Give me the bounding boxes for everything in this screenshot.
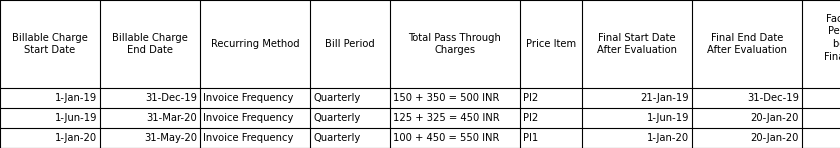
Text: PI2: PI2 bbox=[523, 113, 538, 123]
Text: 31-Dec-19: 31-Dec-19 bbox=[145, 93, 197, 103]
Text: Invoice Frequency: Invoice Frequency bbox=[203, 113, 293, 123]
Text: Invoice Frequency: Invoice Frequency bbox=[203, 133, 293, 143]
Text: 20-Jan-20: 20-Jan-20 bbox=[751, 133, 799, 143]
Text: 1-Jan-20: 1-Jan-20 bbox=[55, 133, 97, 143]
Text: 100 + 450 = 550 INR: 100 + 450 = 550 INR bbox=[393, 133, 499, 143]
Text: Quarterly: Quarterly bbox=[313, 113, 360, 123]
Text: Quarterly: Quarterly bbox=[313, 133, 360, 143]
Text: Final End Date
After Evaluation: Final End Date After Evaluation bbox=[707, 33, 787, 55]
Text: 1-Jun-19: 1-Jun-19 bbox=[55, 113, 97, 123]
Text: 31-May-20: 31-May-20 bbox=[144, 133, 197, 143]
Text: 125 + 325 = 450 INR: 125 + 325 = 450 INR bbox=[393, 113, 500, 123]
Text: Total Pass Through
Charges: Total Pass Through Charges bbox=[408, 33, 501, 55]
Text: 20-Jan-20: 20-Jan-20 bbox=[751, 113, 799, 123]
Text: 150 + 350 = 500 INR: 150 + 350 = 500 INR bbox=[393, 93, 499, 103]
Text: 1-Jun-19: 1-Jun-19 bbox=[647, 113, 689, 123]
Text: Final Start Date
After Evaluation: Final Start Date After Evaluation bbox=[597, 33, 677, 55]
Text: Recurring Method: Recurring Method bbox=[211, 39, 299, 49]
Text: Price Item: Price Item bbox=[526, 39, 576, 49]
Text: PI1: PI1 bbox=[523, 133, 538, 143]
Text: Quarterly: Quarterly bbox=[313, 93, 360, 103]
Text: 21-Jan-19: 21-Jan-19 bbox=[640, 93, 689, 103]
Text: Factor (Number of
Periodic Intervals
between which
Final Start and End
Dates Fal: Factor (Number of Periodic Intervals bet… bbox=[824, 13, 840, 75]
Text: Billable Charge
End Date: Billable Charge End Date bbox=[112, 33, 188, 55]
Text: 1-Jan-20: 1-Jan-20 bbox=[647, 133, 689, 143]
Text: 1-Jan-19: 1-Jan-19 bbox=[55, 93, 97, 103]
Text: Bill Period: Bill Period bbox=[325, 39, 375, 49]
Text: 31-Mar-20: 31-Mar-20 bbox=[146, 113, 197, 123]
Text: 31-Dec-19: 31-Dec-19 bbox=[747, 93, 799, 103]
Text: Billable Charge
Start Date: Billable Charge Start Date bbox=[12, 33, 88, 55]
Text: Invoice Frequency: Invoice Frequency bbox=[203, 93, 293, 103]
Text: PI2: PI2 bbox=[523, 93, 538, 103]
